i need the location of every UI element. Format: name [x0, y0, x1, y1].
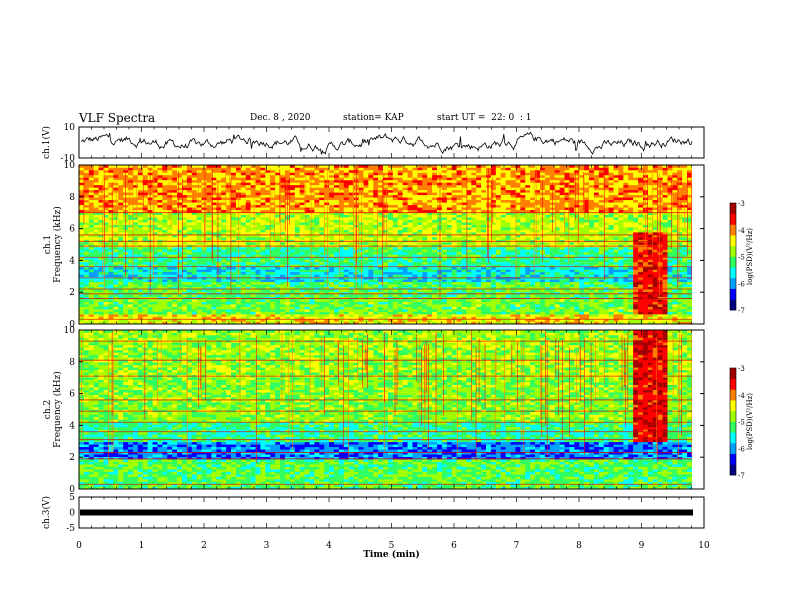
xtick-3: 3: [264, 541, 270, 551]
colorbar-ch1-tick: -7: [738, 307, 745, 315]
xtick-1: 1: [139, 541, 145, 551]
ch1-wave-frame: [78, 126, 705, 159]
spectrogram-ch2: [79, 330, 704, 490]
ch1-ytick-10: 10: [64, 123, 76, 133]
spec-ch2-ytick: 6: [69, 390, 75, 400]
colorbar-ch1-label: log(PSD)(V²/Hz): [746, 228, 754, 285]
ch1-ytick-minus10: -10: [61, 154, 76, 164]
ch1-wave-trace: [80, 131, 693, 155]
date-label: Dec. 8 , 2020: [250, 113, 311, 123]
spec-ch1-ytick: 0: [69, 320, 75, 330]
colorbar-ch2-tick: -7: [738, 472, 745, 480]
spec-ch2-ytick: 10: [64, 326, 76, 336]
spec-ch2-ytick: 2: [69, 453, 75, 463]
ch3-ytick: 5: [69, 493, 75, 503]
spectrogram-ch1: [79, 165, 704, 325]
start-time-label: start UT = 22: 0 : 1: [437, 113, 532, 123]
colorbar-ch1-tick: -3: [738, 200, 745, 208]
xtick-2: 2: [201, 541, 207, 551]
spec-ch1-ytick: 4: [69, 256, 75, 266]
xtick-0: 0: [76, 541, 82, 551]
xtick-9: 9: [639, 541, 645, 551]
ch3-wave-trace: [80, 509, 693, 516]
spec-ch1-ytick: 8: [69, 193, 75, 203]
xtick-8: 8: [576, 541, 582, 551]
spec-ch1-ytick: 6: [69, 225, 75, 235]
ch3-ytick: -5: [66, 524, 75, 534]
colorbar-ch2-tick: -4: [738, 392, 745, 400]
spec-ch1-ytick: 2: [69, 288, 75, 298]
spec-ch2-ytick: 0: [69, 485, 75, 495]
spec-ch1-ytick: 10: [64, 161, 76, 171]
xtick-5: 5: [389, 541, 395, 551]
ch1-wave-ylabel: ch.1(V): [41, 126, 52, 159]
xtick-10: 10: [698, 541, 710, 551]
colorbar-ch1-tick: -4: [738, 227, 745, 235]
colorbar-ch2-tick: -6: [738, 445, 745, 453]
spec-ch2-ylabel-frequency: Frequency (kHz): [52, 371, 63, 448]
ch3-wave-ylabel: ch.3(V): [41, 496, 52, 529]
colorbar-ch1: [729, 202, 737, 311]
spec-ch2-ytick: 8: [69, 358, 75, 368]
colorbar-ch2-tick: -5: [738, 419, 745, 427]
x-axis-label: Time (min): [363, 549, 420, 560]
station-label: station= KAP: [343, 113, 404, 123]
colorbar-ch1-tick: -5: [738, 254, 745, 262]
xtick-4: 4: [326, 541, 332, 551]
spec-ch1-ylabel-frequency: Frequency (kHz): [52, 206, 63, 283]
plot-title: VLF Spectra: [79, 111, 156, 125]
colorbar-ch2-tick: -3: [738, 365, 745, 373]
spec-ch2-ylabel-channel: ch.2: [43, 400, 53, 419]
colorbar-ch2-label: log(PSD)(V²/Hz): [746, 393, 754, 450]
spec-ch2-ytick: 4: [69, 421, 75, 431]
colorbar-ch2: [729, 367, 737, 476]
xtick-7: 7: [514, 541, 520, 551]
ch3-ytick: 0: [69, 509, 75, 519]
colorbar-ch1-tick: -6: [738, 280, 745, 288]
spec-ch1-ylabel-channel: ch.1: [43, 235, 53, 254]
xtick-6: 6: [451, 541, 457, 551]
